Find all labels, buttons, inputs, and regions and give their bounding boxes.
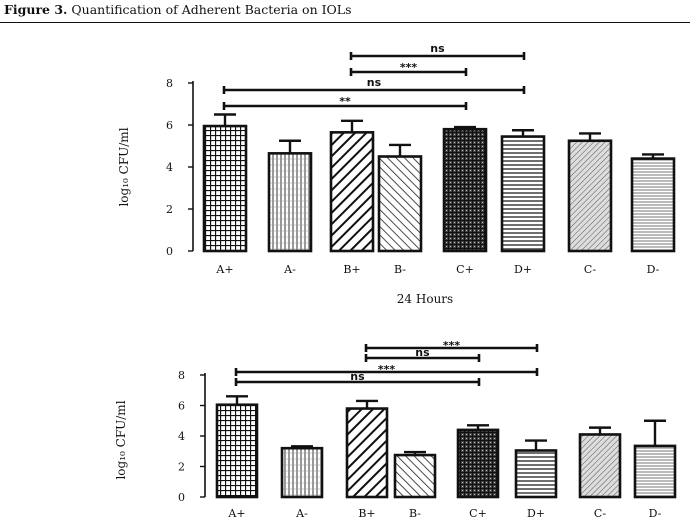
y-tick-label: 0 [178, 491, 185, 504]
bar [630, 157, 676, 253]
bar [202, 124, 248, 253]
bar [442, 127, 488, 253]
x-tick-label: D- [647, 263, 660, 276]
bar [578, 433, 622, 499]
bar [514, 449, 558, 499]
x-tick-label: C+ [456, 263, 474, 276]
bar [280, 446, 324, 499]
figure-title: Quantification of Adherent Bacteria on I… [71, 2, 352, 17]
bar [567, 139, 613, 253]
chart-1: 0 2 4 6 8 log₁₀ CFU/ml A+ A- B+ B- C+ D+ C- D- 24 Hour… [117, 42, 676, 306]
y-axis-label: log₁₀ CFU/ml [114, 400, 128, 479]
caption-rule [0, 22, 690, 23]
significance-label: ns [350, 370, 365, 383]
significance-label: ns [415, 346, 430, 359]
y-tick-label: 6 [178, 400, 185, 413]
bar [329, 131, 375, 253]
bar [215, 403, 259, 499]
bar [633, 444, 677, 499]
x-tick-label: A- [283, 263, 296, 276]
x-tick-label: D+ [514, 263, 532, 276]
x-tick-label: A+ [227, 507, 245, 520]
bar [377, 155, 423, 253]
y-tick-label: 4 [166, 161, 173, 174]
significance-label: *** [400, 61, 418, 74]
bar [345, 407, 389, 499]
x-tick-label: C- [594, 507, 606, 520]
y-axis-label: log₁₀ CFU/ml [117, 127, 131, 206]
y-tick-label: 8 [178, 369, 185, 382]
bar [500, 135, 546, 253]
x-tick-label: B- [409, 507, 421, 520]
y-tick-label: 4 [178, 430, 185, 443]
figure-label: Figure 3. [4, 2, 68, 17]
y-tick-label: 6 [166, 119, 173, 132]
x-tick-label: D- [649, 507, 662, 520]
significance-label: *** [443, 339, 461, 352]
x-tick-label: D+ [527, 507, 545, 520]
bar [267, 152, 313, 253]
x-tick-label: B- [394, 263, 406, 276]
x-tick-label: B+ [343, 263, 360, 276]
x-tick-label: A+ [215, 263, 233, 276]
x-tick-label: C- [584, 263, 596, 276]
significance-label: ** [339, 95, 351, 108]
significance-label: *** [378, 363, 396, 376]
y-tick-label: 0 [166, 245, 173, 258]
x-tick-label: A- [295, 507, 308, 520]
x-tick-label: B+ [358, 507, 375, 520]
y-tick-label: 2 [178, 461, 185, 474]
y-tick-label: 2 [166, 203, 173, 216]
bar [393, 453, 437, 499]
y-tick-label: 8 [166, 77, 173, 90]
chart-2: 0 2 4 6 8 log₁₀ CFU/ml A+ A- B+ B- C+ D+ C- D- *** ns **… [114, 339, 677, 520]
x-tick-label: C+ [469, 507, 487, 520]
significance-label: ns [430, 42, 445, 55]
bar [456, 428, 500, 499]
figure-caption: Figure 3. Quantification of Adherent Bac… [4, 2, 352, 17]
significance-label: ns [367, 76, 382, 89]
x-axis-label: 24 Hours [397, 292, 453, 306]
